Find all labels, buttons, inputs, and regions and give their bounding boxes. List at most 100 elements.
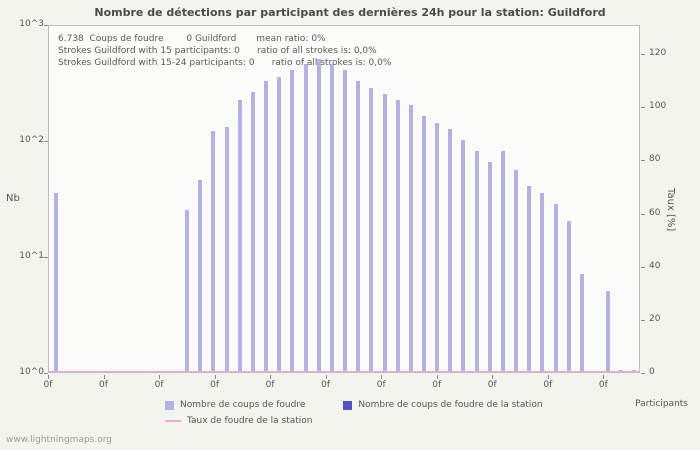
bar	[395, 100, 400, 372]
y-left-tick-mark	[44, 373, 48, 374]
bar	[224, 126, 229, 372]
y-right-tick-mark	[641, 213, 645, 215]
x-tick-mark	[103, 375, 105, 379]
station-strokes-swatch-icon	[343, 400, 353, 410]
bar	[198, 180, 203, 372]
bar	[448, 128, 453, 372]
watermark-url: www.lightningmaps.org	[6, 435, 112, 445]
y-right-tick-mark	[641, 266, 645, 268]
x-tick-mark	[436, 375, 438, 379]
bar	[303, 64, 308, 372]
legend-item-rate: Taux de foudre de la station	[165, 416, 312, 426]
bar	[514, 170, 518, 372]
legend-label: Nombre de coups de foudre de la station	[358, 400, 543, 410]
bar	[211, 130, 216, 372]
x-tick-mark	[547, 375, 549, 379]
bar	[474, 151, 479, 372]
annotation-line-1: 6.738 Coups de foudre 0 Guildford mean r…	[58, 34, 326, 44]
x-tick-label: 0f	[99, 380, 108, 390]
bar	[250, 91, 255, 372]
y-left-tick-mark	[44, 25, 48, 26]
y-right-tick-label: 80	[649, 154, 661, 165]
y-left-tick-mark	[44, 141, 48, 142]
y-left-tick-label: 10^3	[19, 19, 44, 29]
legend-row-1: Nombre de coups de foudre Nombre de coup…	[165, 397, 581, 413]
bar	[277, 76, 282, 372]
y-right-tick-label: 100	[649, 101, 667, 112]
x-tick-label: 0f	[432, 380, 442, 390]
x-tick-mark	[325, 375, 327, 379]
bar	[540, 192, 545, 372]
bar	[527, 186, 532, 372]
y-right-tick-mark	[641, 373, 645, 374]
y-right-tick-mark	[641, 107, 645, 109]
chart-annotation: 6.738 Coups de foudre 0 Guildford mean r…	[58, 33, 391, 69]
station-rate-line	[49, 371, 639, 372]
y-right-tick-mark	[641, 319, 645, 321]
chart-title: Nombre de détections par participant des…	[94, 6, 606, 19]
y-right-tick-label: 40	[649, 260, 661, 271]
bar	[329, 64, 334, 372]
bar	[500, 151, 505, 372]
y-right-tick-label: 0	[649, 367, 655, 377]
strokes-swatch-icon	[165, 400, 174, 410]
annotation-line-3: Strokes Guildford with 15-24 participant…	[58, 58, 392, 68]
y-axis-title-left: Nb	[6, 193, 20, 204]
bar	[53, 192, 58, 372]
annotation-line-2: Strokes Guildford with 15 participants: …	[58, 46, 377, 56]
bar	[421, 116, 426, 372]
x-tick-mark	[381, 375, 383, 379]
x-tick-label: 0f	[321, 380, 331, 390]
rate-line-swatch-icon	[165, 420, 181, 422]
bar	[487, 161, 492, 372]
bar	[356, 81, 361, 372]
bar	[264, 81, 269, 372]
legend-item-strokes: Nombre de coups de foudre	[165, 400, 305, 410]
bar	[461, 140, 466, 372]
bar	[435, 123, 440, 372]
y-left-tick-label: 10^1	[19, 251, 44, 261]
bar	[237, 100, 242, 372]
x-tick-mark	[492, 375, 494, 379]
y-right-tick-mark	[641, 160, 645, 162]
x-tick-label: 0f	[43, 380, 53, 390]
x-tick-mark	[270, 375, 272, 379]
y-left-tick-label: 10^0	[19, 367, 44, 377]
bar	[290, 70, 295, 372]
x-tick-label: 0f	[543, 380, 553, 390]
legend-item-station-strokes: Nombre de coups de foudre de la station	[343, 400, 543, 410]
bar	[579, 274, 584, 372]
x-tick-mark	[603, 375, 605, 379]
bar	[382, 93, 387, 372]
x-tick-label: 0f	[265, 380, 275, 390]
y-right-tick-label: 60	[649, 207, 661, 218]
y-left-tick-mark	[44, 257, 48, 258]
legend-label: Taux de foudre de la station	[187, 416, 313, 426]
bar	[185, 209, 190, 372]
bar	[343, 70, 347, 372]
y-left-tick-label: 10^2	[19, 135, 44, 145]
bar	[566, 221, 571, 372]
legend-label: Nombre de coups de foudre	[180, 400, 306, 410]
plot-area	[48, 25, 640, 373]
x-tick-label: 0f	[154, 380, 164, 390]
y-right-tick-label: 120	[649, 48, 667, 59]
bar	[316, 58, 321, 372]
x-tick-label: 0f	[487, 380, 497, 390]
x-tick-mark	[159, 375, 161, 379]
y-right-tick-label: 20	[649, 313, 661, 324]
legend-row-2: Taux de foudre de la station	[165, 413, 581, 429]
x-tick-label: 0f	[376, 380, 386, 390]
bar	[408, 105, 413, 372]
bar	[553, 204, 558, 372]
bar	[369, 88, 374, 372]
x-axis-title: Participants	[635, 399, 688, 409]
x-tick-label: 0f	[598, 380, 608, 390]
x-tick-mark	[214, 375, 216, 379]
x-tick-mark	[48, 375, 49, 379]
bar	[606, 290, 611, 372]
y-axis-title-right: Taux [%]	[665, 188, 676, 232]
x-tick-label: 0f	[210, 380, 220, 390]
y-right-tick-mark	[641, 54, 645, 56]
chart-legend: Nombre de coups de foudre Nombre de coup…	[165, 397, 581, 429]
